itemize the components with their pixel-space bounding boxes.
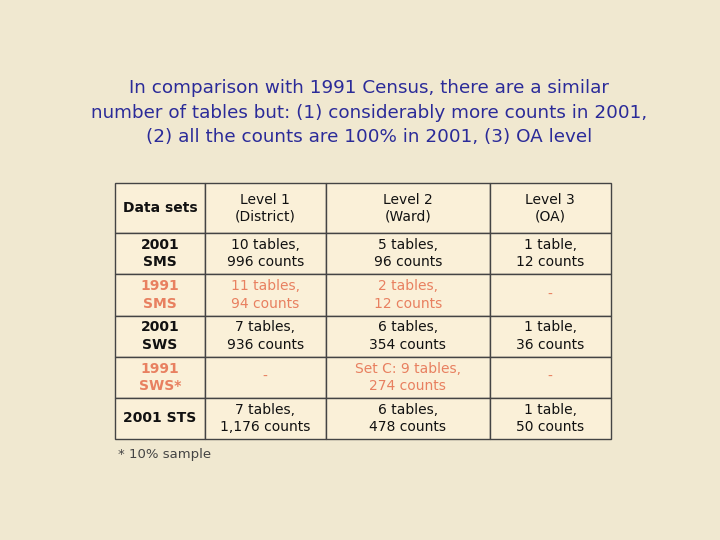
Bar [325,315,490,357]
Text: * 10% sample: * 10% sample [118,448,211,461]
Text: -: - [263,370,268,384]
Text: 11 tables,
94 counts: 11 tables, 94 counts [231,279,300,310]
Bar [325,357,490,398]
Text: 1991
SMS: 1991 SMS [140,279,179,310]
Text: 2001
SWS: 2001 SWS [140,320,179,352]
Text: 6 tables,
354 counts: 6 tables, 354 counts [369,320,446,352]
Bar [205,315,325,357]
Bar [115,233,205,274]
Text: 7 tables,
1,176 counts: 7 tables, 1,176 counts [220,403,310,434]
Bar [490,357,611,398]
Text: 2001
SMS: 2001 SMS [140,238,179,269]
Text: Set C: 9 tables,
274 counts: Set C: 9 tables, 274 counts [355,362,461,393]
Bar [205,183,325,233]
Text: 2 tables,
12 counts: 2 tables, 12 counts [374,279,442,310]
Text: 6 tables,
478 counts: 6 tables, 478 counts [369,403,446,434]
Bar [115,357,205,398]
Bar [115,398,205,439]
Bar [115,183,205,233]
Bar [490,315,611,357]
Text: Level 2
(Ward): Level 2 (Ward) [383,193,433,224]
Text: 7 tables,
936 counts: 7 tables, 936 counts [227,320,304,352]
Bar [325,183,490,233]
Text: 1 table,
12 counts: 1 table, 12 counts [516,238,585,269]
Text: 1 table,
50 counts: 1 table, 50 counts [516,403,584,434]
Bar [205,274,325,315]
Bar [490,183,611,233]
Text: Data sets: Data sets [122,201,197,215]
Text: Level 1
(District): Level 1 (District) [235,193,296,224]
Text: -: - [548,288,553,302]
Text: 1991
SWS*: 1991 SWS* [139,362,181,393]
Bar [490,398,611,439]
Bar [115,274,205,315]
Bar [115,315,205,357]
Bar [325,398,490,439]
Text: 2001 STS: 2001 STS [123,411,197,426]
Bar [490,274,611,315]
Text: 10 tables,
996 counts: 10 tables, 996 counts [227,238,304,269]
Text: In comparison with 1991 Census, there are a similar
number of tables but: (1) co: In comparison with 1991 Census, there ar… [91,79,647,146]
Text: 5 tables,
96 counts: 5 tables, 96 counts [374,238,442,269]
Text: Level 3
(OA): Level 3 (OA) [526,193,575,224]
Bar [325,274,490,315]
Bar [490,233,611,274]
Text: -: - [548,370,553,384]
Bar [325,233,490,274]
Text: 1 table,
36 counts: 1 table, 36 counts [516,320,585,352]
Bar [205,357,325,398]
Bar [205,398,325,439]
Bar [205,233,325,274]
